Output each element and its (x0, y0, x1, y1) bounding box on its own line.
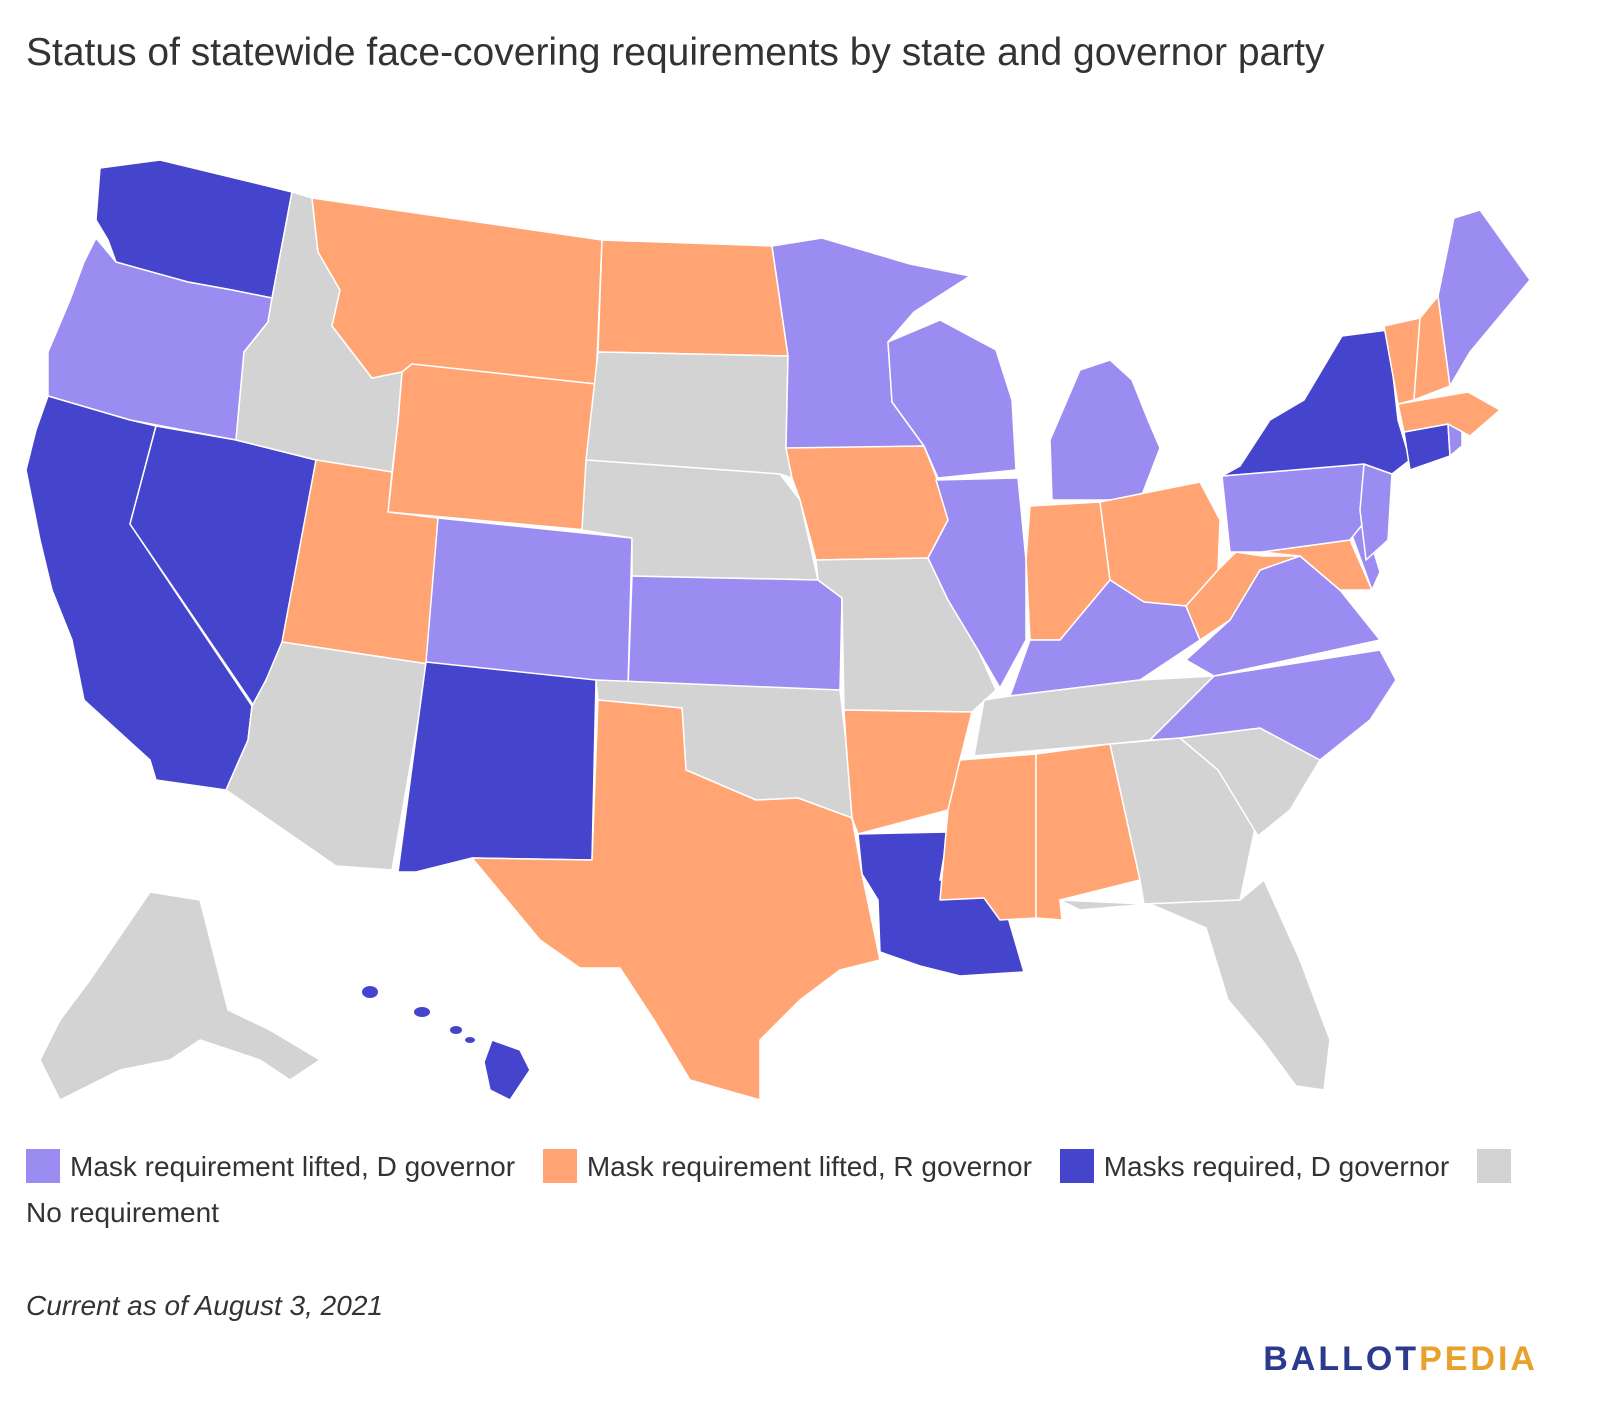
us-map (0, 150, 1600, 1140)
state-ny (1221, 329, 1411, 477)
legend-label-required-d: Masks required, D governor (1103, 1151, 1450, 1182)
logo-part-ballot: BALLOT (1263, 1340, 1420, 1378)
logo-part-pedia: PEDIA (1419, 1340, 1538, 1378)
state-il (927, 477, 1027, 689)
state-pa (1221, 463, 1375, 553)
state-ma (1397, 391, 1501, 437)
legend-swatch-none (1476, 1149, 1511, 1183)
state-sd (585, 351, 793, 479)
state-me (1437, 209, 1531, 387)
chart-title: Status of statewide face-covering requir… (26, 31, 1325, 74)
legend-item-lifted-d: Mask requirement lifted, D governor (26, 1149, 516, 1183)
state-wy (387, 363, 597, 531)
state-ks (627, 575, 843, 691)
legend: Mask requirement lifted, D governor Mask… (26, 1144, 1546, 1236)
legend-item-lifted-r: Mask requirement lifted, R governor (542, 1149, 1032, 1183)
legend-item-required-d: Masks required, D governor (1059, 1149, 1450, 1183)
states-layer (25, 159, 1531, 1101)
state-ar (843, 709, 973, 835)
state-nd (597, 239, 789, 357)
legend-swatch-lifted-d (26, 1149, 60, 1183)
state-hi (483, 1039, 531, 1101)
ballotpedia-logo: BALLOTPEDIA (1263, 1340, 1538, 1379)
legend-swatch-required-d (1059, 1149, 1094, 1183)
state-co (425, 517, 633, 689)
legend-swatch-lifted-r (542, 1149, 577, 1183)
state-ak (39, 891, 321, 1101)
state-nc (1149, 649, 1397, 761)
hawaii-island-4 (465, 1037, 475, 1043)
state-mt (311, 197, 603, 385)
legend-item-none: No requirement (26, 1149, 1521, 1228)
legend-label-none: No requirement (26, 1197, 219, 1228)
legend-label-lifted-r: Mask requirement lifted, R governor (586, 1151, 1032, 1182)
state-tx (471, 699, 881, 1101)
state-wi (887, 319, 1017, 479)
legend-label-lifted-d: Mask requirement lifted, D governor (70, 1151, 516, 1182)
hawaii-island-1 (362, 986, 378, 998)
state-nj (1359, 463, 1393, 561)
state-mi (1049, 359, 1161, 501)
date-note: Current as of August 3, 2021 (26, 1290, 383, 1321)
state-fl (1059, 879, 1331, 1091)
us-map-svg (25, 159, 1531, 1101)
hawaii-island-3 (450, 1026, 462, 1034)
state-nm (397, 661, 597, 873)
hawaii-island-2 (414, 1007, 430, 1017)
